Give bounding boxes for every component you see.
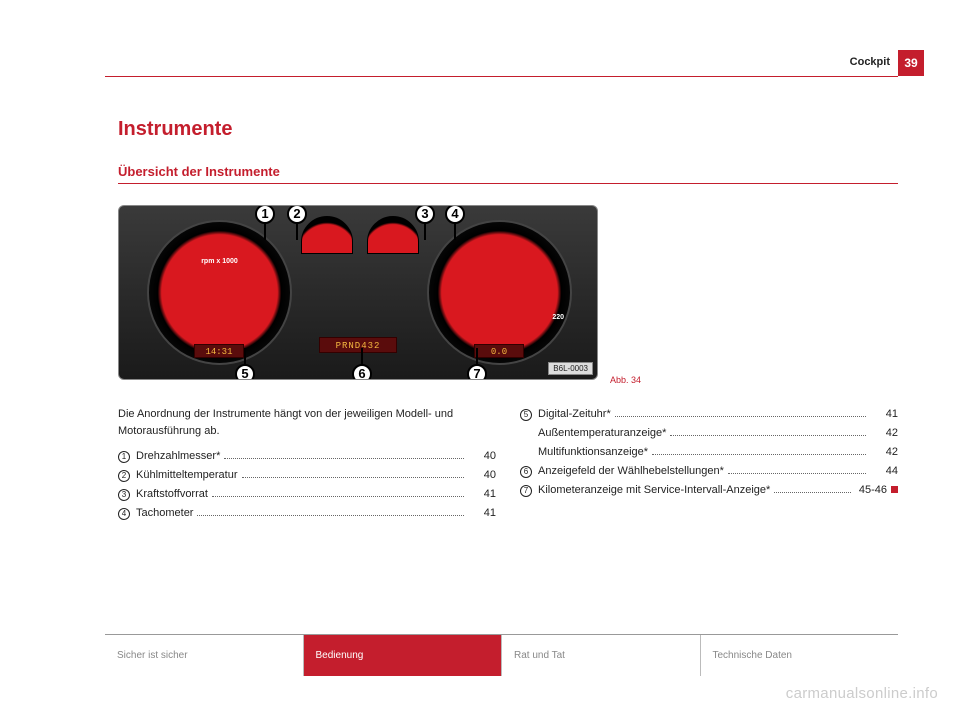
leader-dots [615, 416, 866, 417]
item-label: Kraftstoffvorrat [136, 486, 208, 503]
page-ref: 40 [468, 467, 496, 484]
list-item: Multifunktionsanzeige* 42 [520, 444, 898, 461]
leader-dots [212, 496, 464, 497]
page-ref: 40 [468, 448, 496, 465]
figure-area: rpm x 1000 220 14:31 PRND432 0.0 B6L-000… [118, 202, 618, 382]
item-label: Kilometeranzeige mit Service-Intervall-A… [538, 482, 770, 499]
item-number: 4 [118, 508, 130, 520]
callout-7: 7 [467, 364, 487, 380]
page-ref: 41 [468, 486, 496, 503]
nav-tab[interactable]: Sicher ist sicher [105, 635, 303, 676]
leader-dots [242, 477, 465, 478]
page-ref: 41 [870, 406, 898, 423]
fuel-gauge [367, 216, 419, 254]
item-label: Kühlmitteltemperatur [136, 467, 238, 484]
leader-dots [197, 515, 464, 516]
leader-dots [728, 473, 866, 474]
odometer-display: 0.0 [474, 344, 524, 358]
header-rule [105, 76, 898, 77]
item-label: Digital-Zeituhr* [538, 406, 611, 423]
nav-tab[interactable]: Bedienung [303, 635, 502, 676]
callout-line [476, 348, 478, 364]
callout-3: 3 [415, 205, 435, 224]
item-label: Tachometer [136, 505, 193, 522]
item-number: 6 [520, 466, 532, 478]
callout-line [454, 222, 456, 240]
item-label: Drehzahlmesser* [136, 448, 220, 465]
page-ref: 42 [870, 425, 898, 442]
instrument-cluster-figure: rpm x 1000 220 14:31 PRND432 0.0 B6L-000… [118, 205, 598, 380]
clock-display: 14:31 [194, 344, 244, 358]
right-column: 5 Digital-Zeituhr* 41 Außentemperaturanzeig… [520, 406, 898, 524]
item-number: 7 [520, 485, 532, 497]
item-label: Multifunktionsanzeige* [538, 444, 648, 461]
bottom-nav: Sicher ist sicherBedienungRat und TatTec… [105, 634, 898, 676]
callout-5: 5 [235, 364, 255, 380]
item-number: 5 [520, 409, 532, 421]
leader-dots [224, 458, 464, 459]
image-id-label: B6L-0003 [548, 362, 593, 375]
nav-tab[interactable]: Technische Daten [700, 635, 899, 676]
callout-6: 6 [352, 364, 372, 380]
leader-dots [670, 435, 866, 436]
item-number: 1 [118, 451, 130, 463]
item-number: 2 [118, 470, 130, 482]
list-item: Außentemperaturanzeige* 42 [520, 425, 898, 442]
subtitle-rule [118, 183, 898, 184]
item-label: Außentemperaturanzeige* [538, 425, 666, 442]
page-ref: 45-46 [855, 482, 898, 499]
end-marker-icon [891, 486, 898, 493]
list-item: 2 Kühlmitteltemperatur 40 [118, 467, 496, 484]
callout-4: 4 [445, 205, 465, 224]
subtitle-wrap: Übersicht der Instrumente [118, 164, 898, 184]
intro-text: Die Anordnung der Instrumente hängt von … [118, 406, 496, 440]
callout-1: 1 [255, 205, 275, 224]
coolant-temp-gauge [301, 216, 353, 254]
figure-caption: Abb. 34 [610, 375, 641, 385]
gear-display: PRND432 [319, 337, 397, 353]
callout-line [296, 222, 298, 240]
leader-dots [774, 492, 851, 493]
leader-dots [652, 454, 866, 455]
rpm-label: rpm x 1000 [201, 258, 238, 265]
list-item: 6 Anzeigefeld der Wählhebelstellungen* 44 [520, 463, 898, 480]
section-label: Cockpit [850, 56, 890, 68]
list-item: 4 Tachometer 41 [118, 505, 496, 522]
watermark: carmanualsonline.info [786, 685, 938, 702]
list-item: 3 Kraftstoffvorrat 41 [118, 486, 496, 503]
page-header: Cockpit 39 [0, 56, 960, 80]
speedo-max: 220 [552, 314, 564, 321]
page-ref: 44 [870, 463, 898, 480]
callout-line [361, 348, 363, 364]
left-column: Die Anordnung der Instrumente hängt von … [118, 406, 496, 524]
list-item: 7 Kilometeranzeige mit Service-Intervall-… [520, 482, 898, 499]
item-label: Anzeigefeld der Wählhebelstellungen* [538, 463, 724, 480]
page-title: Instrumente [118, 118, 232, 141]
subtitle: Übersicht der Instrumente [118, 164, 898, 183]
list-item: 1 Drehzahlmesser* 40 [118, 448, 496, 465]
nav-tab[interactable]: Rat und Tat [501, 635, 700, 676]
page-number: 39 [898, 50, 924, 76]
list-item: 5 Digital-Zeituhr* 41 [520, 406, 898, 423]
callout-line [244, 348, 246, 364]
page-ref: 42 [870, 444, 898, 461]
item-number: 3 [118, 489, 130, 501]
callout-line [424, 222, 426, 240]
content-columns: Die Anordnung der Instrumente hängt von … [118, 406, 898, 524]
callout-line [264, 222, 266, 240]
page-ref: 41 [468, 505, 496, 522]
callout-2: 2 [287, 205, 307, 224]
